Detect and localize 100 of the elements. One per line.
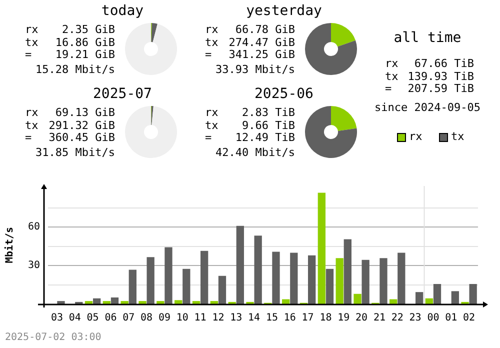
- x-tick-label: 19: [338, 312, 350, 324]
- x-tick-label: 05: [86, 312, 99, 324]
- text: 67.66 TiB: [414, 57, 474, 70]
- chart-title: today: [100, 3, 145, 19]
- bar: [236, 226, 244, 304]
- text: 31.85 Mbit/s: [34, 146, 115, 158]
- text: 2.35 GiB: [62, 23, 115, 36]
- x-tick-label: 08: [140, 312, 153, 324]
- text: 2.83 TiB: [242, 106, 295, 119]
- bar: [469, 284, 477, 304]
- bar: [182, 268, 190, 304]
- bar: [200, 250, 208, 304]
- y-axis-title: Mbit/s: [4, 226, 16, 264]
- x-tick-label: 16: [284, 312, 296, 324]
- bar: [156, 301, 164, 304]
- text: tx: [25, 36, 38, 48]
- text: since 2024-09-05: [374, 100, 482, 114]
- text: 360.45 GiB: [48, 131, 115, 144]
- text: =: [205, 131, 212, 144]
- bar: [451, 291, 459, 304]
- bar: [138, 301, 146, 304]
- bar: [425, 298, 434, 304]
- text: 15.28 Mbit/s: [34, 62, 115, 76]
- bar: [120, 301, 128, 304]
- text: tx: [385, 70, 398, 82]
- bar: [128, 270, 136, 304]
- bar: [290, 252, 298, 304]
- y-tick-label: 30: [28, 260, 40, 272]
- bar: [282, 299, 290, 304]
- bar: [326, 268, 334, 304]
- text: 12.49 TiB: [235, 131, 295, 144]
- text: tx: [205, 36, 218, 48]
- bar: [390, 299, 398, 304]
- text: rx: [25, 23, 38, 36]
- bar: [110, 297, 119, 304]
- y-tick-label: 60: [28, 222, 40, 233]
- bar: [254, 236, 262, 304]
- bar: [174, 300, 182, 304]
- x-tick-label: 11: [194, 312, 206, 324]
- x-tick-label: 22: [391, 312, 404, 324]
- text: 207.59 TiB: [408, 82, 474, 95]
- text: 33.93 Mbit/s: [214, 62, 295, 76]
- bar: [192, 301, 200, 304]
- text: 9.66 TiB: [242, 118, 295, 132]
- x-tick-label: 18: [320, 312, 332, 324]
- x-tick-label: 14: [248, 312, 260, 324]
- x-tick-label: 10: [176, 312, 188, 324]
- bar: [210, 301, 218, 304]
- bar: [308, 255, 316, 304]
- bar: [272, 252, 280, 304]
- x-tick-label: 23: [409, 312, 422, 324]
- x-tick-label: 04: [68, 312, 81, 324]
- bar: [102, 301, 111, 304]
- bar: [344, 239, 352, 304]
- text: 19.21 GiB: [55, 48, 115, 61]
- text: rx: [205, 23, 218, 36]
- text: 291.32 GiB: [48, 118, 115, 132]
- text: 66.78 GiB: [235, 23, 295, 36]
- x-tick-label: 21: [373, 312, 386, 324]
- text: all time: [392, 30, 462, 46]
- text: =: [205, 48, 212, 61]
- bar: [92, 298, 101, 304]
- bar: [218, 276, 226, 304]
- text: 42.40 Mbit/s: [214, 146, 295, 158]
- bar: [318, 192, 326, 304]
- bar: [84, 301, 93, 304]
- text: =: [25, 48, 32, 61]
- bar: [362, 260, 370, 304]
- x-tick-label: 02: [463, 312, 476, 324]
- text: 139.93 TiB: [408, 70, 474, 82]
- legend-label: tx: [451, 130, 464, 143]
- text: tx: [25, 118, 38, 132]
- x-tick-label: 15: [266, 312, 278, 324]
- text: =: [25, 131, 32, 144]
- text: 69.13 GiB: [55, 106, 115, 119]
- text: 341.25 GiB: [228, 48, 295, 61]
- text: 274.47 GiB: [228, 36, 295, 48]
- text: 16.86 GiB: [55, 36, 115, 48]
- x-tick-label: 20: [356, 312, 368, 324]
- x-tick-label: 07: [122, 312, 135, 324]
- text: tx: [205, 118, 218, 132]
- x-tick-label: 00: [427, 312, 440, 324]
- x-tick-label: 03: [50, 312, 63, 324]
- bar: [398, 252, 406, 304]
- bar: [380, 258, 388, 304]
- bar: [415, 292, 424, 304]
- bar: [164, 247, 172, 304]
- x-tick-label: 06: [104, 312, 117, 324]
- x-tick-label: 12: [212, 312, 224, 324]
- chart-title: 2025-06: [253, 86, 314, 102]
- text: rx: [25, 106, 38, 119]
- x-tick-label: 17: [302, 312, 314, 324]
- bar: [336, 258, 344, 304]
- chart-title: yesterday: [245, 3, 323, 19]
- text: rx: [385, 57, 398, 70]
- chart-title: 2025-07: [92, 86, 153, 102]
- bar: [146, 257, 154, 304]
- bar: [433, 284, 442, 304]
- x-tick-label: 01: [445, 312, 458, 324]
- x-tick-label: 09: [158, 312, 170, 324]
